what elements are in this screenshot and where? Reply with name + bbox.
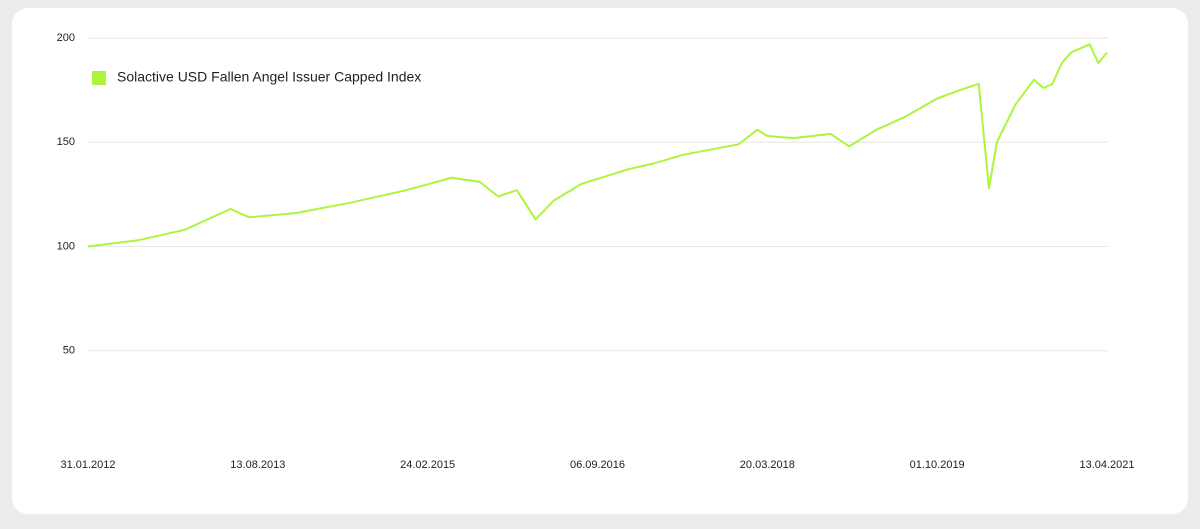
y-tick-label: 150 bbox=[57, 136, 75, 148]
data-line bbox=[87, 43, 1108, 248]
y-tick-label: 200 bbox=[57, 32, 75, 44]
x-tick-label: 31.01.2012 bbox=[60, 459, 115, 471]
card bbox=[12, 8, 1188, 514]
y-tick-label: 100 bbox=[57, 240, 75, 252]
x-tick-label: 24.02.2015 bbox=[400, 459, 455, 471]
legend-label: Solactive USD Fallen Angel Issuer Capped… bbox=[117, 69, 421, 85]
y-tick-label: 50 bbox=[63, 345, 75, 357]
legend-swatch bbox=[92, 71, 106, 85]
x-tick-label: 13.08.2013 bbox=[230, 459, 285, 471]
x-tick-label: 01.10.2019 bbox=[910, 459, 965, 471]
x-tick-label: 20.03.2018 bbox=[740, 459, 795, 471]
x-tick-label: 06.09.2016 bbox=[570, 459, 625, 471]
x-tick-label: 13.04.2021 bbox=[1079, 459, 1134, 471]
